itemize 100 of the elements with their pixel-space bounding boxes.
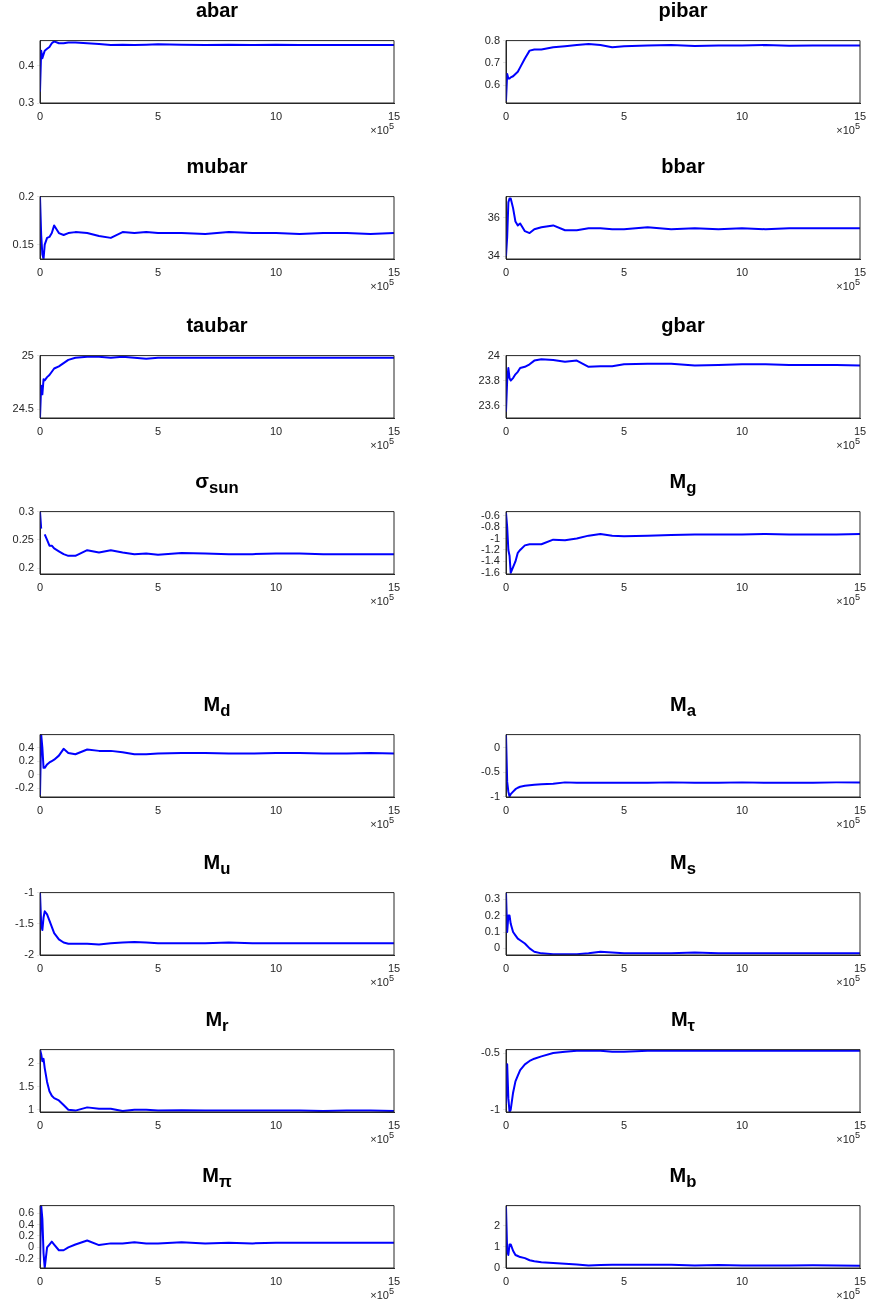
x-tick-label: 10: [269, 1118, 283, 1131]
text: ×10$^{5}$: [836, 121, 860, 136]
x-tick-label: 15: [387, 1274, 401, 1287]
y-tick-label: 0: [493, 1260, 500, 1273]
x-tick-label: 0: [502, 580, 510, 593]
y-tick-label: 0: [27, 1240, 34, 1253]
x-tick-label: 10: [269, 109, 283, 122]
x-tick-label: 0: [36, 265, 44, 278]
x-tick-label: 0: [502, 961, 510, 974]
y-tick-label: 0.2: [18, 561, 34, 574]
y-tick-label: 0.2: [18, 189, 34, 202]
y-tick-label: 36: [487, 210, 500, 223]
x-tick-label: 5: [620, 961, 628, 974]
x-tick-label: 5: [620, 1274, 628, 1287]
y-tick-label: 25: [21, 348, 34, 361]
x-tick-label: 10: [735, 109, 749, 122]
x-tick-label: 5: [154, 265, 162, 278]
y-tick-label: 0.4: [18, 1217, 34, 1230]
x-tick-label: 5: [620, 109, 628, 122]
x-tick-label: 0: [502, 1118, 510, 1131]
x-tick-label: 10: [735, 1274, 749, 1287]
x-tick-label: 15: [387, 803, 401, 816]
y-tick-label: 2: [493, 1218, 500, 1231]
text: ×10$^{5}$: [836, 592, 860, 607]
x-tick-label: 10: [269, 580, 283, 593]
y-tick-label: 0.7: [484, 55, 500, 68]
x-tick-label: 5: [620, 803, 628, 816]
y-tick-label: 0.6: [18, 1206, 34, 1219]
y-tick-label: 0.4: [18, 58, 34, 71]
text: ×10$^{5}$: [370, 277, 394, 292]
x-tick-label: 15: [853, 961, 867, 974]
x-tick-label: 10: [269, 961, 283, 974]
y-tick-label: -0.2: [15, 1251, 34, 1264]
y-tick-label: 0.1: [484, 925, 500, 938]
x-tick-label: 0: [36, 580, 44, 593]
x-tick-label: 0: [502, 1274, 510, 1287]
x-tick-label: 0: [502, 265, 510, 278]
text: ×10$^{5}$: [836, 1286, 860, 1301]
text: ×10$^{5}$: [370, 436, 394, 451]
x-tick-label: 5: [154, 803, 162, 816]
y-tick-label: 23.6: [478, 398, 500, 411]
y-tick-label: -1.6: [481, 565, 500, 578]
text: ×10$^{5}$: [836, 815, 860, 830]
x-tick-label: 15: [387, 109, 401, 122]
chart-title: M$_{τ}$: [669, 1007, 697, 1037]
text: ×10$^{5}$: [836, 436, 860, 451]
x-tick-label: 15: [853, 1118, 867, 1131]
x-tick-label: 0: [502, 424, 510, 437]
chart-title: σ$_{sun}$: [194, 469, 240, 499]
x-tick-label: 5: [620, 265, 628, 278]
x-tick-label: 0: [36, 803, 44, 816]
y-tick-label: -1: [490, 1102, 500, 1115]
x-tick-label: 5: [620, 580, 628, 593]
y-tick-label: -1: [490, 789, 500, 802]
y-tick-label: -1: [24, 885, 34, 898]
chart-title: gbar: [660, 313, 706, 338]
x-tick-label: 15: [853, 803, 867, 816]
y-tick-label: 24: [487, 348, 500, 361]
y-tick-label: 24.5: [12, 402, 34, 415]
y-tick-label: -1.4: [481, 554, 500, 567]
chart-title: taubar: [185, 313, 249, 338]
y-tick-label: -0.5: [481, 1046, 500, 1059]
x-tick-label: 15: [853, 580, 867, 593]
x-tick-label: 0: [502, 803, 510, 816]
text: ×10$^{5}$: [836, 277, 860, 292]
chart-title: abar: [194, 0, 240, 23]
chart-title: M$_{r}$: [204, 1007, 230, 1037]
chart-title: M$_{g}$: [668, 469, 698, 499]
y-tick-label: -0.5: [481, 765, 500, 778]
y-tick-label: 0.3: [484, 892, 500, 905]
text: ×10$^{5}$: [370, 121, 394, 136]
x-tick-label: 5: [154, 580, 162, 593]
chart-title: M$_{b}$: [668, 1163, 698, 1193]
text: ×10$^{5}$: [370, 1130, 394, 1145]
x-tick-label: 0: [36, 961, 44, 974]
text: ×10$^{5}$: [370, 973, 394, 988]
y-tick-label: 0.15: [12, 237, 34, 250]
y-tick-label: 0: [493, 941, 500, 954]
y-tick-label: 23.8: [478, 373, 500, 386]
x-tick-label: 10: [735, 580, 749, 593]
x-tick-label: 10: [735, 424, 749, 437]
y-tick-label: 1.5: [18, 1079, 34, 1092]
y-tick-label: 1: [27, 1102, 34, 1115]
text: ×10$^{5}$: [836, 973, 860, 988]
x-tick-label: 10: [735, 265, 749, 278]
x-tick-label: 15: [387, 580, 401, 593]
y-tick-label: 0.3: [18, 96, 34, 109]
chart-title: M$_{a}$: [669, 692, 697, 722]
y-tick-label: 0: [27, 767, 34, 780]
x-tick-label: 10: [269, 424, 283, 437]
y-tick-label: 0.8: [484, 33, 500, 46]
x-tick-label: 0: [36, 1118, 44, 1131]
chart-title: M$_{d}$: [202, 692, 232, 722]
y-tick-label: 0.2: [484, 908, 500, 921]
x-tick-label: 15: [853, 1274, 867, 1287]
y-tick-label: -2: [24, 948, 34, 961]
x-tick-label: 15: [387, 961, 401, 974]
y-tick-label: -0.2: [15, 781, 34, 794]
chart-title: mubar: [185, 154, 249, 179]
y-tick-label: 0.4: [18, 740, 34, 753]
